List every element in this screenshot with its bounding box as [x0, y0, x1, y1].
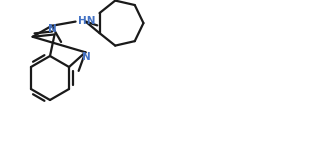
Text: N: N: [48, 24, 57, 35]
Text: N: N: [82, 52, 91, 62]
Text: HN: HN: [78, 16, 95, 26]
